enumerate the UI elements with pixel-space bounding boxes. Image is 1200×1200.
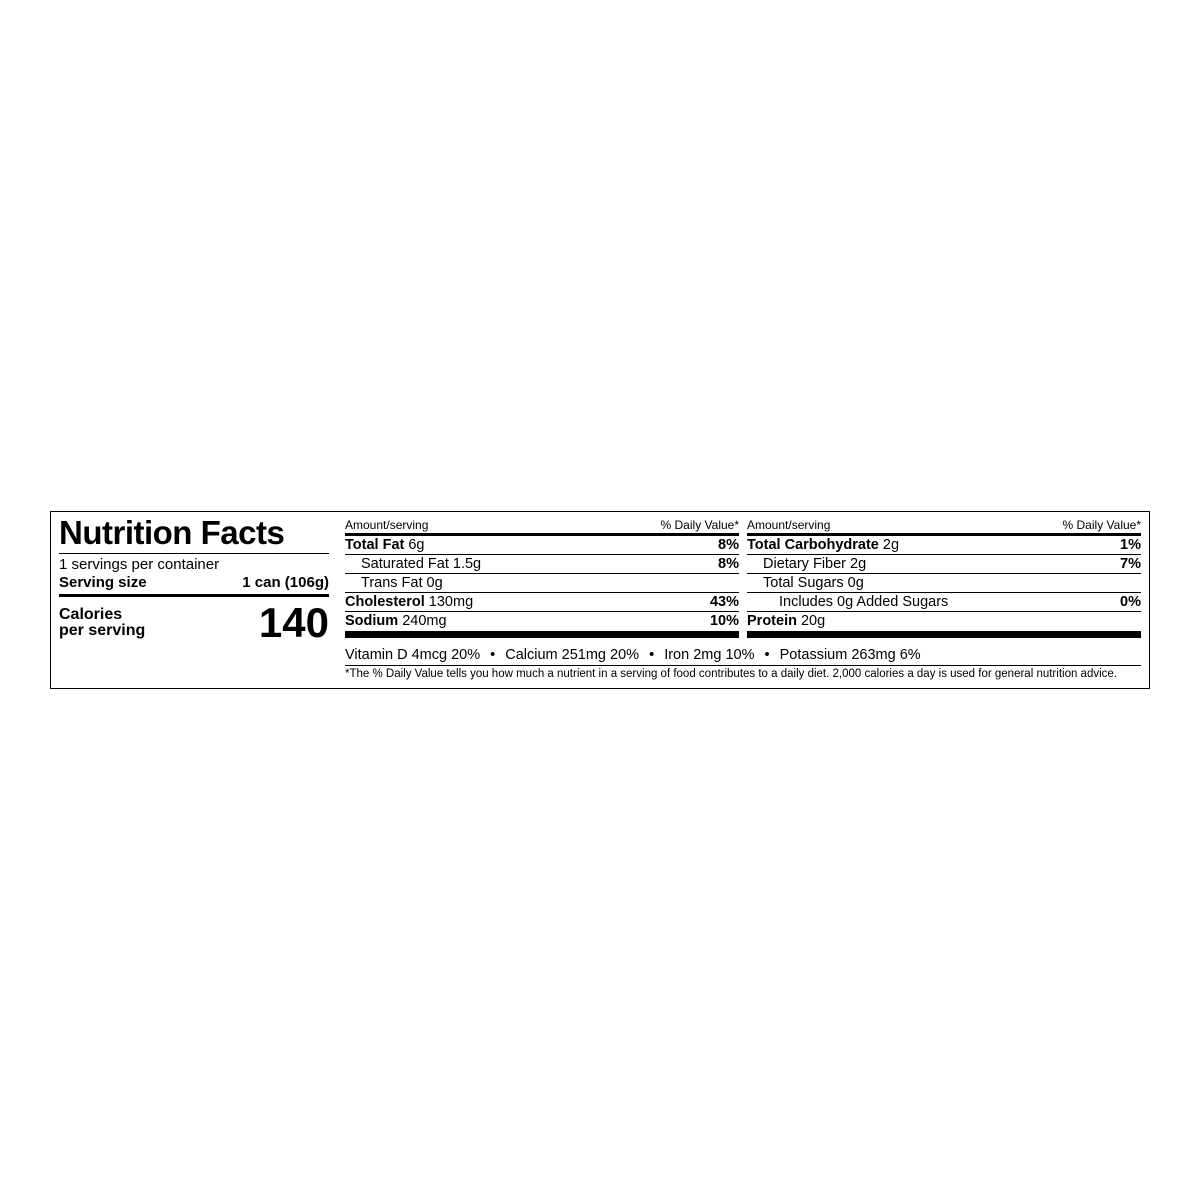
calories-label: Calories per serving	[59, 607, 145, 641]
divider-thick	[345, 631, 739, 638]
bullet-icon: •	[759, 647, 776, 663]
nutrient-row-fiber: Dietary Fiber 2g 7%	[747, 554, 1141, 573]
iron: Iron 2mg 10%	[664, 647, 754, 663]
nutrient-row-cholesterol: Cholesterol 130mg 43%	[345, 592, 739, 611]
panel-title: Nutrition Facts	[59, 516, 329, 553]
serving-size-label: Serving size	[59, 574, 147, 591]
nutrient-row-trans-fat: Trans Fat 0g	[345, 573, 739, 592]
nutrition-facts-panel: Nutrition Facts 1 servings per container…	[50, 511, 1150, 689]
bullet-icon: •	[484, 647, 501, 663]
nutrient-row-carb: Total Carbohydrate 2g 1%	[747, 533, 1141, 554]
servings-per-container: 1 servings per container	[59, 555, 329, 573]
nutrient-column-2: Amount/serving % Daily Value* Total Carb…	[739, 516, 1141, 645]
nutrient-column-1: Amount/serving % Daily Value* Total Fat …	[339, 516, 739, 645]
divider	[59, 553, 329, 554]
dv-header: % Daily Value*	[661, 518, 739, 532]
potassium: Potassium 263mg 6%	[780, 647, 921, 663]
serving-size-value: 1 can (106g)	[242, 574, 329, 591]
serving-size-row: Serving size 1 can (106g)	[59, 573, 329, 592]
nutrient-columns: Amount/serving % Daily Value* Total Fat …	[339, 516, 1141, 645]
footnote: *The % Daily Value tells you how much a …	[345, 665, 1141, 682]
calories-row: Calories per serving 140	[59, 599, 329, 644]
dv-header: % Daily Value*	[1063, 518, 1141, 532]
divider	[59, 594, 329, 597]
top-section: Nutrition Facts 1 servings per container…	[59, 516, 1141, 645]
vitamin-d: Vitamin D 4mcg 20%	[345, 647, 480, 663]
amount-header: Amount/serving	[345, 518, 428, 532]
nutrient-row-sugars: Total Sugars 0g	[747, 573, 1141, 592]
bottom-section: Vitamin D 4mcg 20% • Calcium 251mg 20% •…	[59, 644, 1141, 682]
bullet-icon: •	[643, 647, 660, 663]
divider-thick	[747, 631, 1141, 638]
vitamins-row: Vitamin D 4mcg 20% • Calcium 251mg 20% •…	[345, 644, 1141, 665]
amount-header: Amount/serving	[747, 518, 830, 532]
nutrient-row-protein: Protein 20g	[747, 611, 1141, 630]
column-header: Amount/serving % Daily Value*	[345, 516, 739, 533]
nutrient-row-sodium: Sodium 240mg 10%	[345, 611, 739, 630]
column-header: Amount/serving % Daily Value*	[747, 516, 1141, 533]
calories-value: 140	[259, 602, 329, 644]
nutrient-row-total-fat: Total Fat 6g 8%	[345, 533, 739, 554]
calcium: Calcium 251mg 20%	[505, 647, 639, 663]
nutrient-row-sat-fat: Saturated Fat 1.5g 8%	[345, 554, 739, 573]
left-column: Nutrition Facts 1 servings per container…	[59, 516, 339, 645]
nutrient-row-added-sugars: Includes 0g Added Sugars 0%	[747, 592, 1141, 611]
